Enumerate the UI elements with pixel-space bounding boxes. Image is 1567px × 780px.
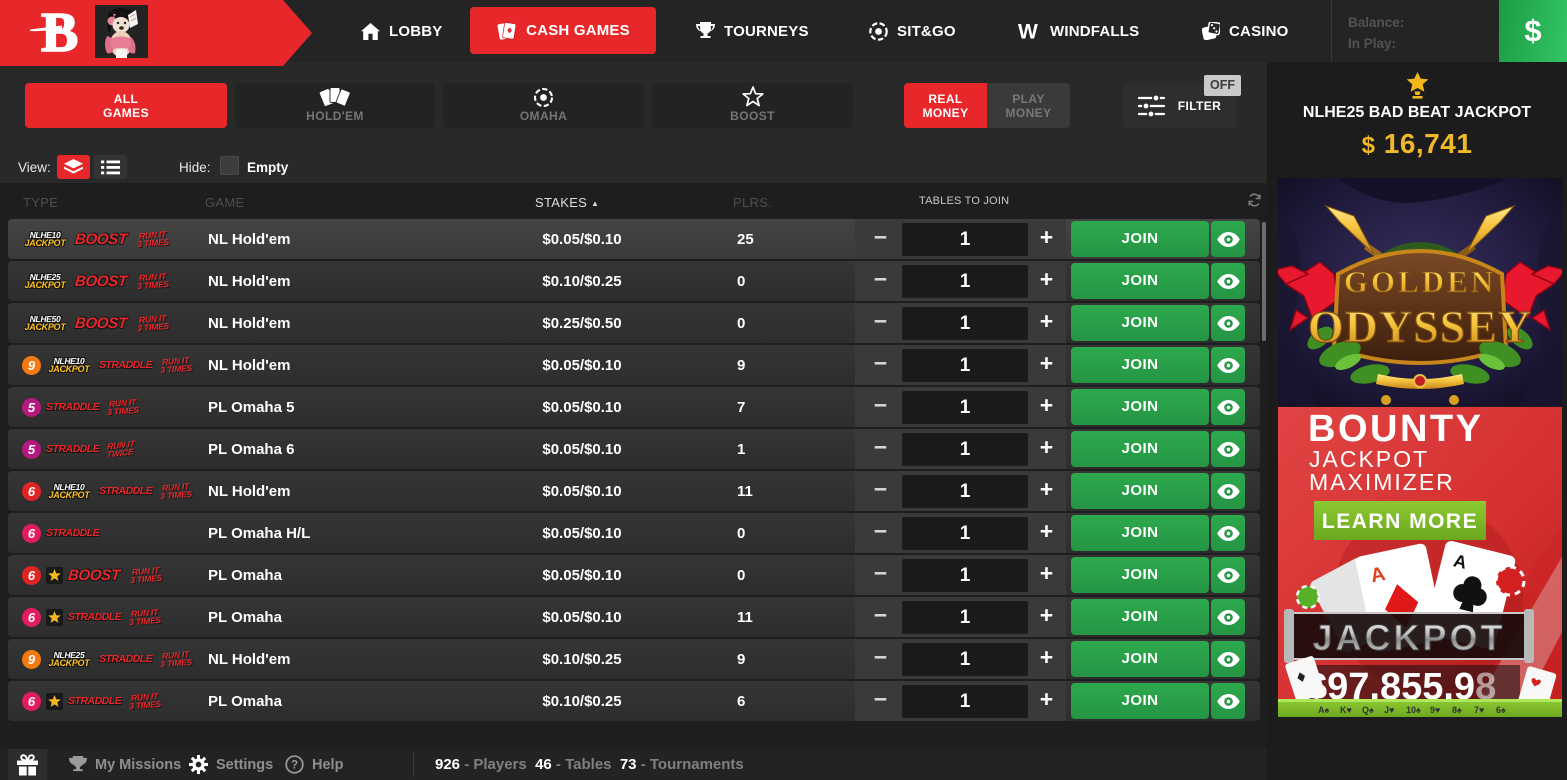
svg-text:BOUNTY: BOUNTY (1308, 408, 1483, 450)
svg-text:ODYSSEY: ODYSSEY (1308, 301, 1532, 352)
svg-text:K♥: K♥ (1340, 705, 1352, 715)
svg-text:LEARN MORE: LEARN MORE (1322, 510, 1478, 533)
svg-text:W: W (1018, 23, 1038, 40)
svg-text:JACKPOT: JACKPOT (1309, 446, 1429, 472)
svg-text:6♠: 6♠ (1496, 705, 1506, 715)
svg-text:10♠: 10♠ (1406, 705, 1421, 715)
svg-text:9♥: 9♥ (1430, 705, 1440, 715)
svg-text:A♠: A♠ (1318, 705, 1329, 715)
svg-text:J♥: J♥ (1384, 705, 1394, 715)
svg-text:?: ? (291, 760, 298, 772)
svg-text:B: B (41, 2, 78, 62)
svg-text:JACKPOT: JACKPOT (1312, 617, 1505, 658)
svg-text:7♥: 7♥ (1474, 705, 1484, 715)
svg-text:8♠: 8♠ (1452, 705, 1462, 715)
svg-text:MAXIMIZER: MAXIMIZER (1309, 469, 1455, 495)
svg-text:A: A (1452, 550, 1469, 573)
svg-text:Q♠: Q♠ (1362, 705, 1374, 715)
svg-text:GOLDEN: GOLDEN (1344, 264, 1496, 299)
svg-text:A: A (1369, 563, 1388, 588)
